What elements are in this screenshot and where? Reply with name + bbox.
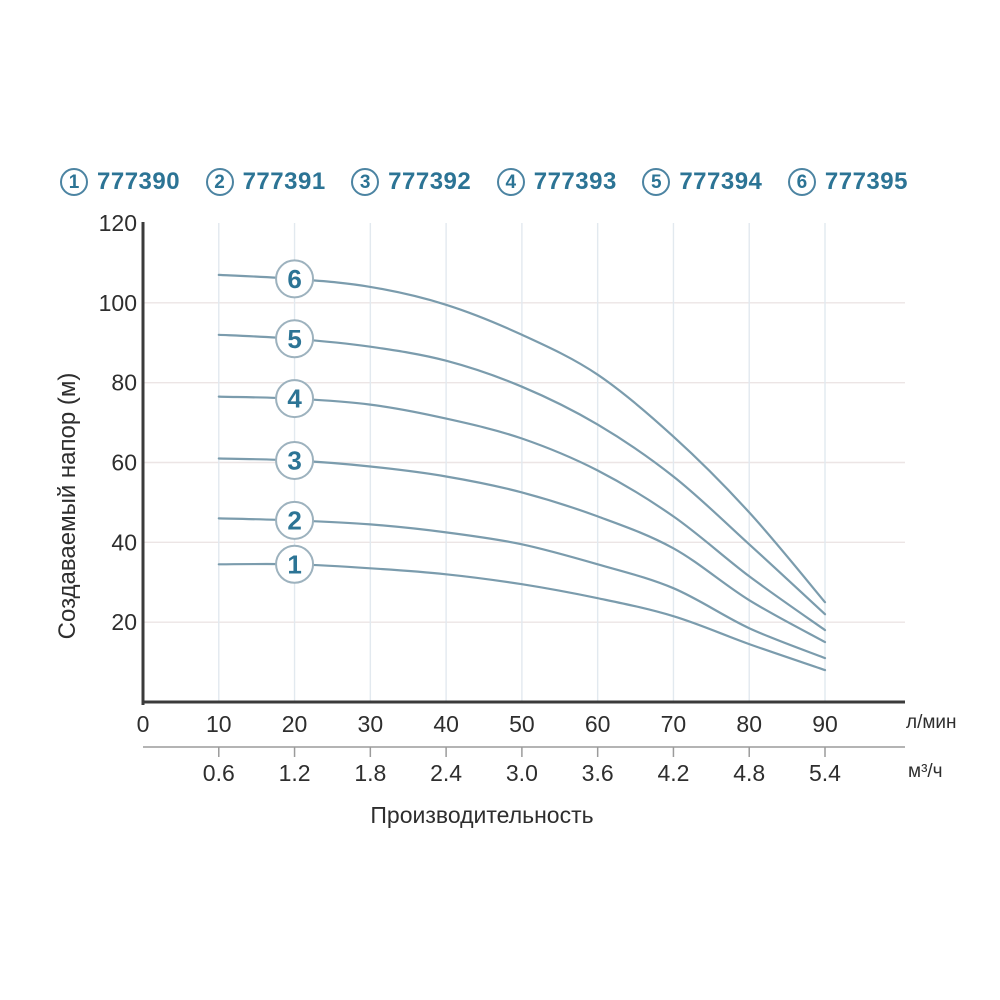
legend-index-badge-1: 1	[60, 168, 88, 196]
curve-label-number-4: 4	[287, 384, 302, 414]
secondary-tick-label-3.6: 3.6	[582, 760, 614, 786]
y-tick-label-20: 20	[111, 609, 137, 635]
y-tick-label-60: 60	[111, 450, 137, 476]
curve-label-circle-2	[275, 500, 315, 540]
curve-label-circle-5	[275, 319, 315, 359]
legend-code-777390: 777390	[97, 168, 181, 195]
curve-5	[217, 333, 827, 616]
legend-index-badge-2: 2	[205, 168, 234, 196]
legend-item-777392: 3 777392	[351, 168, 471, 196]
curve-2	[217, 517, 827, 660]
secondary-tick-label-1.8: 1.8	[354, 760, 386, 786]
secondary-tick-label-4.8: 4.8	[733, 760, 765, 786]
legend-item-777391: 2 777391	[205, 168, 326, 196]
legend-index-badge-6: 6	[787, 168, 816, 196]
x-tick-label-10: 10	[206, 711, 232, 737]
curve-label-number-3: 3	[287, 446, 301, 476]
y-axis-title: Создаваемый напор (м)	[54, 372, 81, 640]
legend-index-badge-3: 3	[351, 168, 380, 196]
secondary-tick-label-2.4: 2.4	[430, 760, 462, 786]
x-tick-label-20: 20	[282, 711, 308, 737]
x-tick-label-70: 70	[661, 711, 687, 737]
curve-label-number-5: 5	[287, 324, 301, 354]
curve-3	[217, 457, 827, 644]
x-axis-unit-l-min: л/мин	[906, 712, 957, 733]
x-tick-label-90: 90	[812, 711, 838, 737]
x-tick-label-30: 30	[358, 711, 384, 737]
y-tick-label-80: 80	[111, 370, 137, 396]
legend-item-777394: 5 777394	[642, 168, 762, 196]
secondary-tick-label-3.0: 3.0	[506, 760, 538, 786]
x-tick-label-0: 0	[137, 711, 150, 737]
legend-code-777395: 777395	[824, 168, 908, 195]
curve-label-circle-6	[275, 259, 315, 299]
legend-item-777395: 6 777395	[787, 168, 908, 196]
legend-code-777391: 777391	[242, 168, 326, 195]
x-tick-label-50: 50	[509, 711, 535, 737]
curve-label-circle-4	[275, 379, 315, 419]
legend-item-777390: 1 777390	[60, 168, 180, 196]
y-tick-label-120: 120	[99, 210, 137, 236]
curve-4	[217, 395, 827, 632]
y-tick-label-100: 100	[99, 290, 137, 316]
secondary-tick-label-1.2: 1.2	[279, 760, 311, 786]
legend-index-badge-5: 5	[642, 168, 671, 196]
curve-6	[217, 273, 827, 604]
secondary-tick-label-5.4: 5.4	[809, 760, 841, 786]
x-axis-unit-m3-h: м³/ч	[908, 761, 943, 782]
legend-code-777394: 777394	[679, 168, 763, 195]
curve-label-number-2: 2	[287, 505, 301, 535]
secondary-tick-label-0.6: 0.6	[203, 760, 235, 786]
x-tick-label-80: 80	[736, 711, 762, 737]
y-tick-label-40: 40	[111, 529, 137, 555]
secondary-tick-label-4.2: 4.2	[657, 760, 689, 786]
legend-index-badge-4: 4	[496, 168, 525, 196]
legend: 1 777390 2 777391 3 777392 4 777393 5 77…	[60, 168, 908, 196]
x-tick-label-40: 40	[433, 711, 459, 737]
legend-code-777392: 777392	[388, 168, 472, 195]
x-tick-label-60: 60	[585, 711, 611, 737]
curve-1	[217, 562, 827, 672]
legend-code-777393: 777393	[533, 168, 617, 195]
x-axis-title: Производительность	[370, 802, 594, 828]
curve-label-number-6: 6	[287, 264, 301, 294]
legend-item-777393: 4 777393	[496, 168, 617, 196]
curve-label-number-1: 1	[287, 549, 301, 579]
curve-label-circle-1	[275, 544, 315, 584]
curve-label-circle-3	[275, 441, 315, 481]
